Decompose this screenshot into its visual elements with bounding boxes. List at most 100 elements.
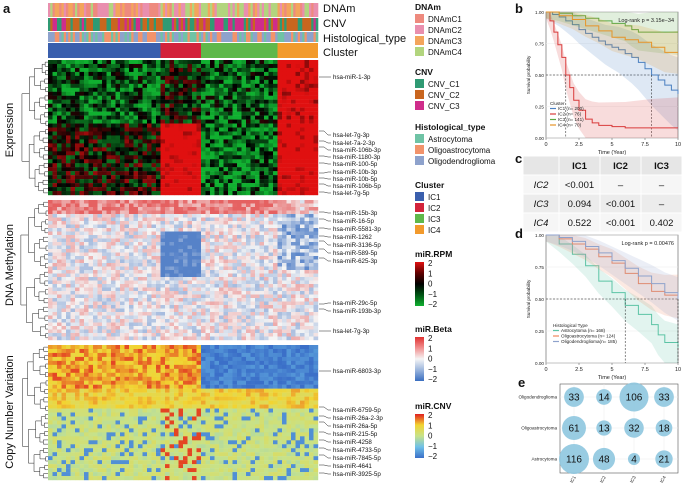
heatmap-cell — [192, 345, 197, 350]
heatmap-cell — [142, 75, 148, 81]
heatmap-cell — [219, 319, 224, 323]
heatmap-cell — [151, 287, 157, 292]
cnv-annotation-cell — [167, 18, 170, 31]
heatmap-cell — [115, 203, 121, 208]
heatmap-cell — [52, 159, 58, 164]
dnam-annotation-cell — [270, 3, 274, 17]
heatmap-cell — [295, 71, 301, 77]
heatmap-cell — [48, 252, 53, 257]
dnam-annotation-cell — [194, 3, 197, 17]
heatmap-cell — [129, 256, 134, 260]
heatmap-cell — [151, 291, 157, 295]
heatmap-cell — [70, 155, 76, 160]
heatmap-cell — [205, 217, 211, 222]
heatmap-cell — [201, 259, 206, 264]
heatmap-cell — [187, 63, 193, 69]
heatmap-cell — [237, 63, 242, 69]
heatmap-cell — [313, 210, 319, 215]
heatmap-cell — [228, 345, 233, 350]
heatmap-cell — [52, 127, 58, 132]
heatmap-cell — [48, 131, 53, 136]
heatmap-cell — [228, 95, 233, 100]
heatmap-cell — [102, 131, 107, 136]
heatmap-cell — [286, 163, 292, 168]
heatmap-cell — [196, 135, 202, 140]
heatmap-cell — [268, 308, 274, 313]
heatmap-cell — [205, 139, 211, 144]
heatmap-cell — [300, 301, 305, 306]
heatmap-cell — [214, 159, 220, 164]
heatmap-cell — [97, 252, 103, 257]
heatmap-cell — [313, 179, 319, 184]
heatmap-cell — [304, 187, 310, 192]
heatmap-cell — [102, 135, 107, 140]
heatmap-cell — [165, 336, 170, 341]
heatmap-cell — [75, 143, 80, 148]
heatmap-cell — [228, 75, 233, 81]
heatmap-cell — [93, 345, 98, 350]
heatmap-cell — [255, 87, 260, 92]
heatmap-cell — [160, 305, 166, 309]
heatmap-cell — [70, 131, 76, 136]
cnv-annotation-cell — [246, 18, 249, 31]
heatmap-cell — [84, 333, 89, 337]
heatmap-cell — [223, 115, 229, 120]
histology-annotation-cell — [282, 32, 285, 42]
heatmap-cell — [264, 245, 269, 250]
heatmap-cell — [129, 183, 134, 188]
heatmap-cell — [250, 345, 256, 350]
heatmap-cell — [282, 280, 287, 285]
heatmap-cell — [241, 333, 247, 337]
heatmap-cell — [309, 91, 314, 96]
heatmap-cell — [111, 155, 116, 160]
heatmap-cell — [129, 242, 134, 246]
heatmap-cell — [57, 75, 62, 81]
heatmap-cell — [246, 143, 251, 148]
heatmap-cell — [187, 333, 193, 337]
heatmap-cell — [313, 83, 319, 88]
heatmap-cell — [70, 60, 76, 65]
heatmap-cell — [48, 352, 53, 358]
heatmap-cell — [232, 228, 238, 232]
heatmap-cell — [165, 75, 170, 81]
heatmap-cell — [192, 322, 197, 327]
dnam-annotation-cell — [185, 3, 188, 17]
heatmap-cell — [160, 266, 166, 271]
heatmap-cell — [160, 284, 166, 288]
heatmap-cell — [228, 235, 233, 239]
heatmap-cell — [210, 336, 215, 341]
heatmap-cell — [151, 322, 157, 327]
heatmap-cell — [66, 83, 71, 88]
histology-annotation-cell — [84, 32, 87, 42]
heatmap-cell — [169, 95, 175, 100]
heatmap-cell — [160, 228, 166, 232]
heatmap-cell — [111, 345, 116, 350]
heatmap-cell — [219, 252, 224, 257]
heatmap-cell — [79, 135, 85, 140]
heatmap-cell — [214, 191, 220, 196]
heatmap-cell — [250, 203, 256, 208]
heatmap-cell — [57, 187, 62, 192]
heatmap-cell — [129, 329, 134, 334]
heatmap-cell — [88, 273, 94, 278]
heatmap-cell — [160, 147, 166, 152]
heatmap-cell — [192, 352, 197, 358]
heatmap-cell — [120, 235, 125, 239]
heatmap-cell — [142, 111, 148, 116]
heatmap-cell — [156, 256, 161, 260]
heatmap-cell — [187, 131, 193, 136]
heatmap-cell — [277, 221, 283, 225]
heatmap-cell — [232, 224, 238, 229]
histology-annotation-cell — [295, 32, 299, 42]
heatmap-cell — [115, 60, 121, 65]
heatmap-cell — [48, 159, 53, 164]
heatmap-cell — [255, 67, 260, 73]
heatmap-cell — [237, 203, 242, 208]
heatmap-cell — [286, 221, 292, 225]
heatmap-cell — [138, 60, 143, 65]
heatmap-cell — [246, 60, 251, 65]
heatmap-cell — [169, 284, 175, 288]
heatmap-cell — [228, 214, 233, 218]
heatmap-cell — [187, 238, 193, 243]
heatmap-cell — [52, 352, 58, 358]
